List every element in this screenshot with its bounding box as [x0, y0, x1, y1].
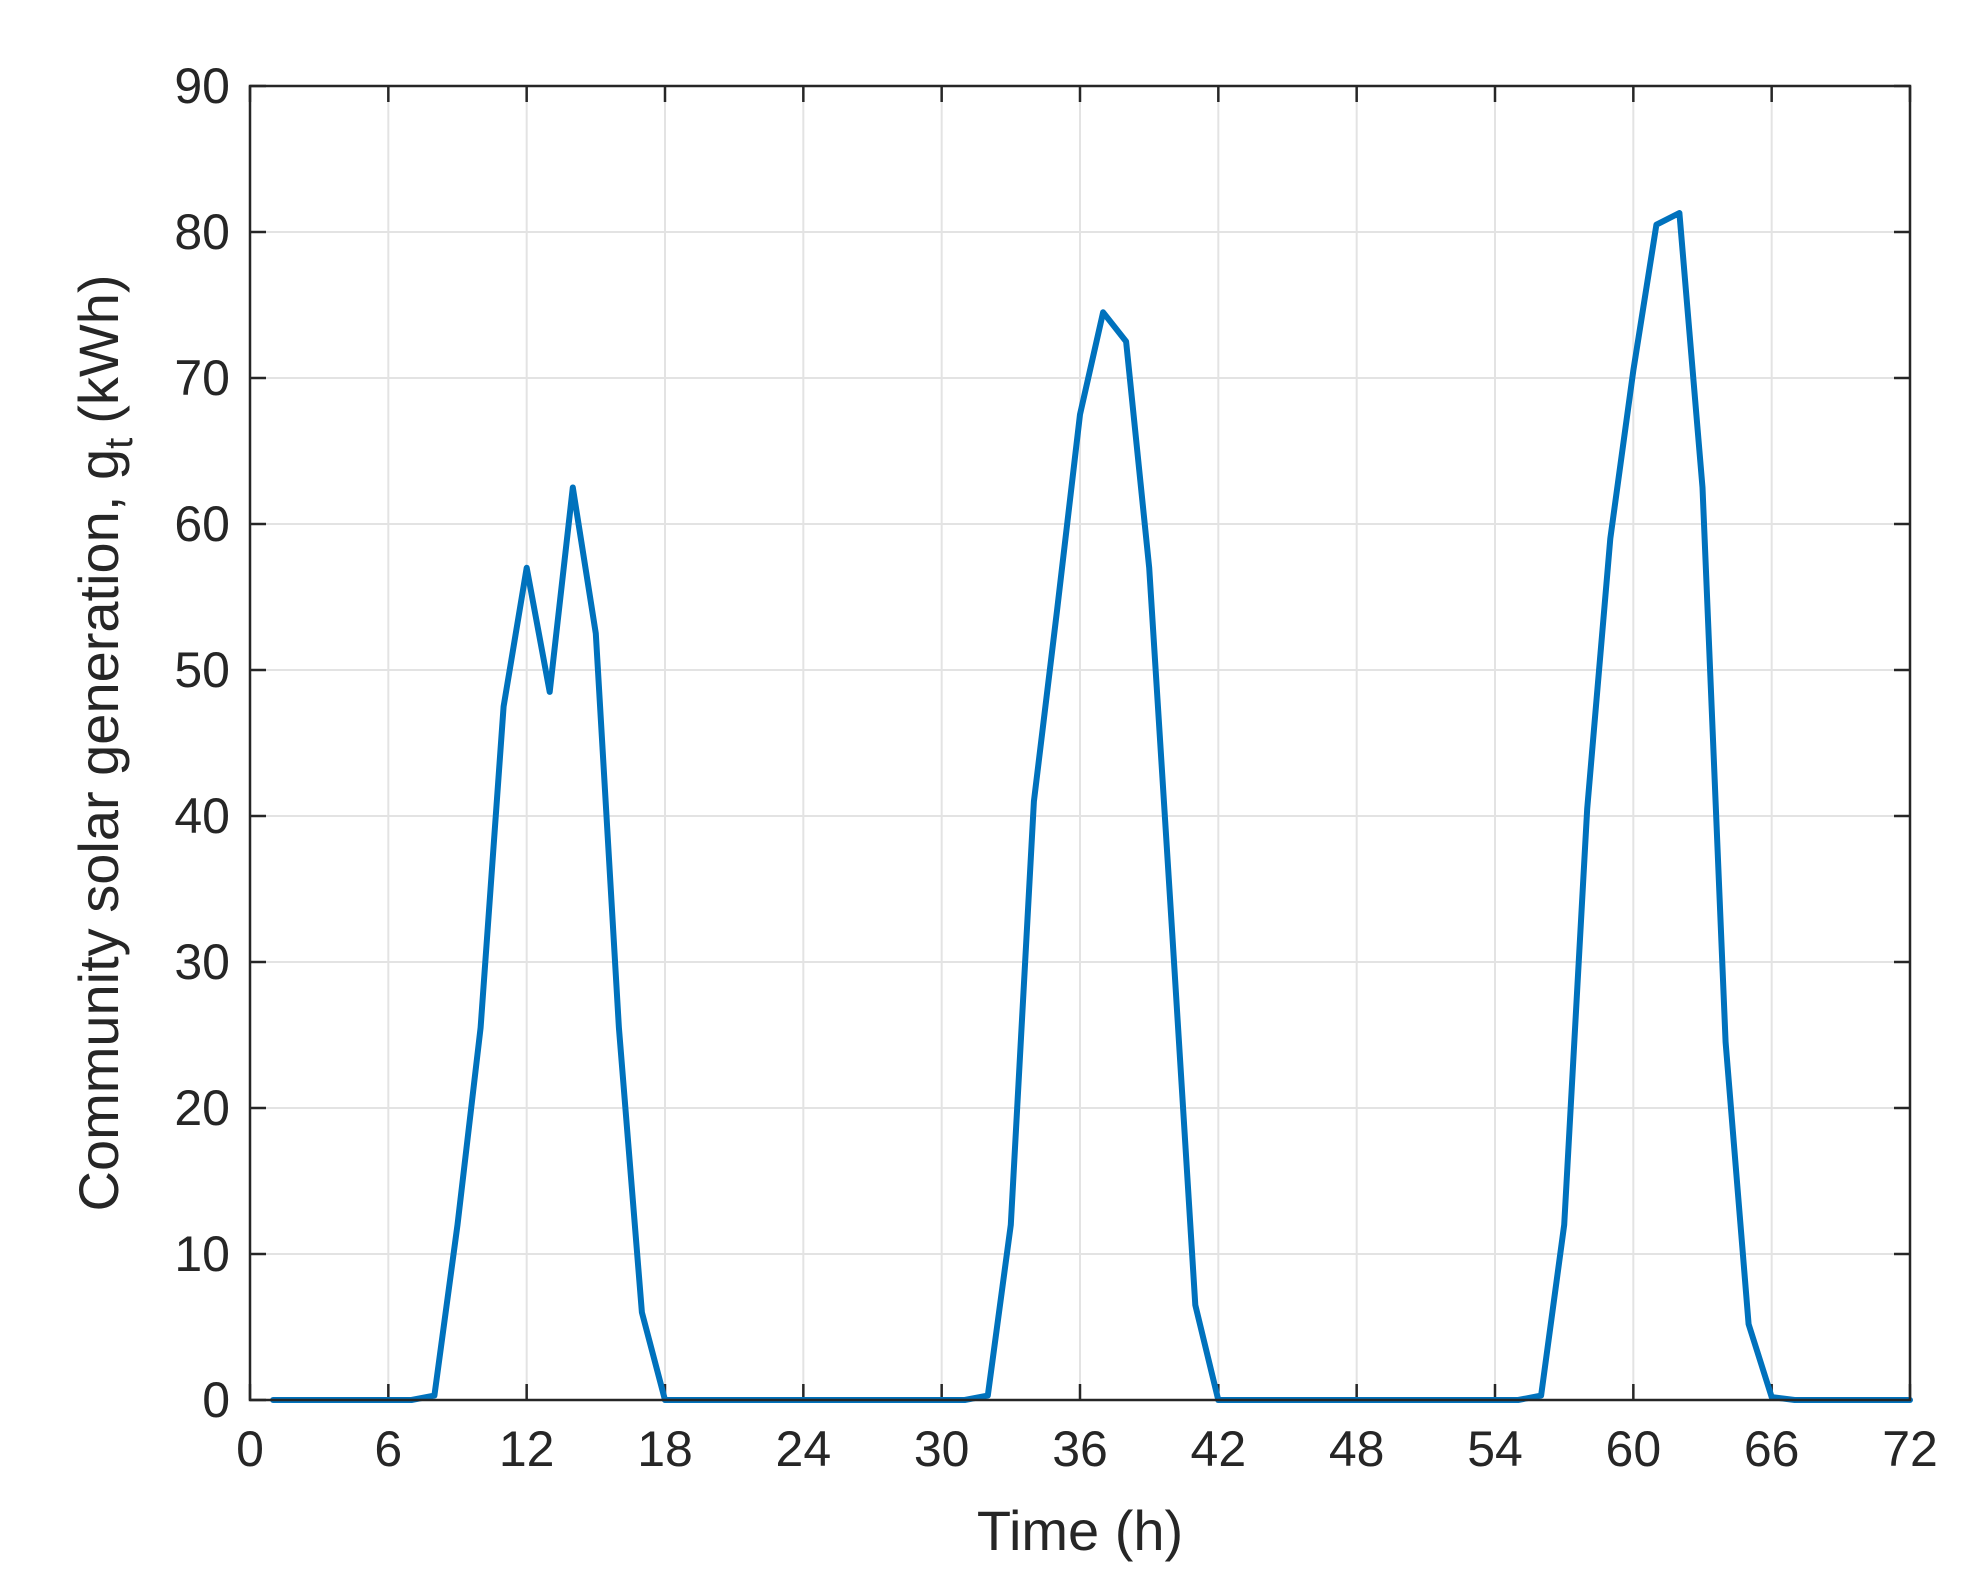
y-tick-label: 80	[174, 204, 230, 260]
y-axis-label: Community solar generation, gt (kWh)	[67, 274, 141, 1211]
y-tick-label: 70	[174, 350, 230, 406]
series-layer	[270, 210, 1913, 1403]
x-tick-label: 60	[1606, 1421, 1662, 1477]
x-tick-label: 6	[374, 1421, 402, 1477]
y-tick-label: 40	[174, 788, 230, 844]
y-tick-label: 60	[174, 496, 230, 552]
y-tick-label: 20	[174, 1080, 230, 1136]
y-tick-label: 0	[202, 1372, 230, 1428]
y-axis-label-main: Community solar generation, g	[67, 449, 130, 1212]
x-tick-label: 48	[1329, 1421, 1385, 1477]
x-tick-label: 54	[1467, 1421, 1523, 1477]
x-tick-label: 66	[1744, 1421, 1800, 1477]
y-tick-label: 10	[174, 1226, 230, 1282]
x-tick-label: 72	[1882, 1421, 1938, 1477]
y-tick-label: 50	[174, 642, 230, 698]
x-tick-label: 36	[1052, 1421, 1108, 1477]
x-tick-label: 42	[1191, 1421, 1247, 1477]
x-tick-labels: 0 6 12 18 24 30 36 42 48 54 60 66 72	[236, 1421, 1938, 1477]
x-tick-label: 30	[914, 1421, 970, 1477]
y-tick-labels: 0 10 20 30 40 50 60 70 80 90	[174, 58, 230, 1428]
x-axis-label: Time (h)	[977, 1499, 1183, 1562]
axes-frame	[248, 84, 1912, 1402]
x-tick-label: 24	[776, 1421, 832, 1477]
x-tick-label: 18	[637, 1421, 693, 1477]
y-axis-label-subscript: t	[97, 438, 141, 449]
y-axis-label-unit: (kWh)	[67, 274, 130, 423]
y-tick-label: 30	[174, 934, 230, 990]
y-tick-label: 90	[174, 58, 230, 114]
x-tick-label: 0	[236, 1421, 264, 1477]
x-tick-label: 12	[499, 1421, 555, 1477]
series-line	[270, 210, 1913, 1403]
